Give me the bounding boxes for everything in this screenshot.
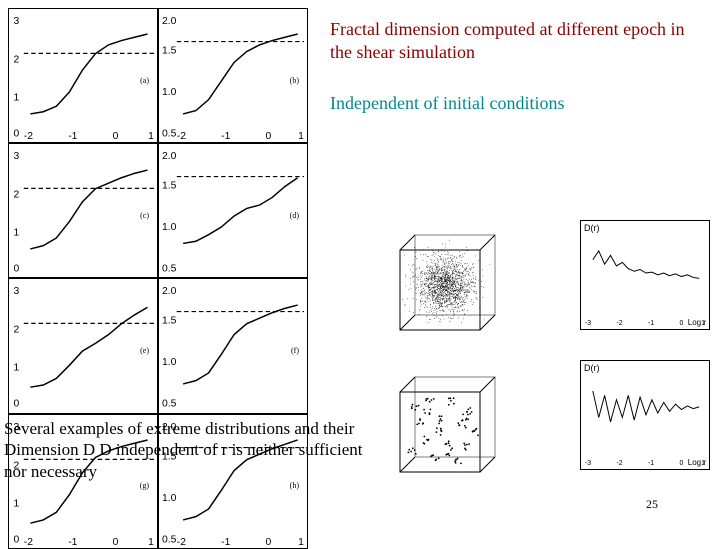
- panel-label-a: (a): [140, 76, 149, 85]
- svg-text:2.0: 2.0: [162, 151, 177, 162]
- panel-d: 2.0 1.5 1.0 0.5 (d): [158, 143, 308, 278]
- panel-f: 2.0 1.5 1.0 0.5 (f): [158, 278, 308, 413]
- svg-text:0: 0: [13, 534, 19, 545]
- svg-text:0: 0: [266, 537, 272, 548]
- svg-text:1.5: 1.5: [162, 181, 177, 192]
- panel-c: 3 2 1 0 (c): [8, 143, 158, 278]
- svg-text:3: 3: [13, 286, 19, 297]
- svg-text:-3: -3: [585, 320, 591, 327]
- svg-text:0: 0: [13, 399, 19, 410]
- svg-text:-2: -2: [616, 320, 622, 327]
- svg-text:-1: -1: [68, 131, 77, 142]
- svg-text:-2: -2: [177, 537, 186, 548]
- svg-text:2: 2: [13, 189, 19, 200]
- dr-plot-1-xlabel: Log r: [688, 318, 706, 327]
- panel-label-b: (b): [290, 76, 299, 85]
- dr-plot-2: D(r) -3-2-101 Log r: [580, 360, 710, 470]
- svg-text:1: 1: [298, 537, 304, 548]
- svg-text:-2: -2: [616, 460, 622, 467]
- caption-independent: Independent of initial conditions: [330, 92, 710, 115]
- panel-label-g: (g): [140, 481, 149, 490]
- svg-text:-2: -2: [24, 537, 33, 548]
- svg-text:0.5: 0.5: [162, 128, 177, 139]
- svg-text:3: 3: [13, 151, 19, 162]
- dr-plot-1: D(r) -3-2-101 Log r: [580, 220, 710, 330]
- svg-text:0.5: 0.5: [162, 534, 177, 545]
- svg-text:-3: -3: [585, 460, 591, 467]
- svg-text:1: 1: [13, 228, 19, 239]
- svg-text:1.0: 1.0: [162, 222, 177, 233]
- svg-text:1.5: 1.5: [162, 316, 177, 327]
- panel-a: 3 2 1 0 -2 -1 0 1 (a): [8, 8, 158, 143]
- svg-text:1: 1: [13, 363, 19, 374]
- cube-dense: [380, 220, 510, 350]
- page-number: 25: [646, 497, 658, 512]
- svg-text:0.5: 0.5: [162, 263, 177, 274]
- svg-text:1: 1: [13, 498, 19, 509]
- panel-e: 3 2 1 0 (e): [8, 278, 158, 413]
- panel-b: 2.0 1.5 1.0 0.5 -2 -1 0 1 (b): [158, 8, 308, 143]
- svg-text:-1: -1: [221, 131, 230, 142]
- panel-label-f: (f): [291, 346, 299, 355]
- caption-examples: Several examples of extreme distribution…: [4, 418, 374, 482]
- svg-text:0: 0: [266, 131, 272, 142]
- svg-text:0: 0: [13, 263, 19, 274]
- cube-sparse: [380, 362, 510, 492]
- dr-plot-2-ylabel: D(r): [584, 363, 600, 373]
- svg-text:1.0: 1.0: [162, 492, 177, 503]
- svg-text:1.5: 1.5: [162, 45, 177, 56]
- svg-text:0: 0: [679, 320, 683, 327]
- svg-text:2: 2: [13, 54, 19, 65]
- panel-label-h: (h): [290, 481, 299, 490]
- svg-text:1.0: 1.0: [162, 357, 177, 368]
- svg-text:2.0: 2.0: [162, 16, 177, 27]
- cube-diagrams: [380, 220, 510, 504]
- svg-text:0: 0: [679, 460, 683, 467]
- svg-text:-1: -1: [68, 537, 77, 548]
- svg-text:1: 1: [148, 131, 154, 142]
- dr-plots: D(r) -3-2-101 Log r D(r) -3-2-101 Log r: [580, 220, 710, 500]
- panel-label-d: (d): [290, 211, 299, 220]
- svg-text:1: 1: [298, 131, 304, 142]
- panel-label-e: (e): [140, 346, 149, 355]
- dr-plot-1-ylabel: D(r): [584, 223, 600, 233]
- caption-fractal-dimension: Fractal dimension computed at different …: [330, 18, 710, 63]
- svg-text:-1: -1: [648, 320, 654, 327]
- svg-text:-2: -2: [24, 131, 33, 142]
- svg-text:0: 0: [113, 537, 119, 548]
- svg-text:-2: -2: [177, 131, 186, 142]
- svg-text:1.0: 1.0: [162, 87, 177, 98]
- svg-text:3: 3: [13, 16, 19, 27]
- svg-text:1: 1: [13, 93, 19, 104]
- svg-text:0: 0: [113, 131, 119, 142]
- svg-text:2.0: 2.0: [162, 286, 177, 297]
- svg-text:-1: -1: [648, 460, 654, 467]
- svg-text:1: 1: [148, 537, 154, 548]
- svg-text:2: 2: [13, 325, 19, 336]
- dr-plot-2-xlabel: Log r: [688, 458, 706, 467]
- panel-label-c: (c): [140, 211, 149, 220]
- svg-text:0.5: 0.5: [162, 399, 177, 410]
- svg-text:-1: -1: [221, 537, 230, 548]
- svg-text:0: 0: [13, 128, 19, 139]
- fractal-panel-grid: 3 2 1 0 -2 -1 0 1 (a) 2.0 1.5 1.0 0.5 -2 -1 0…: [8, 8, 308, 388]
